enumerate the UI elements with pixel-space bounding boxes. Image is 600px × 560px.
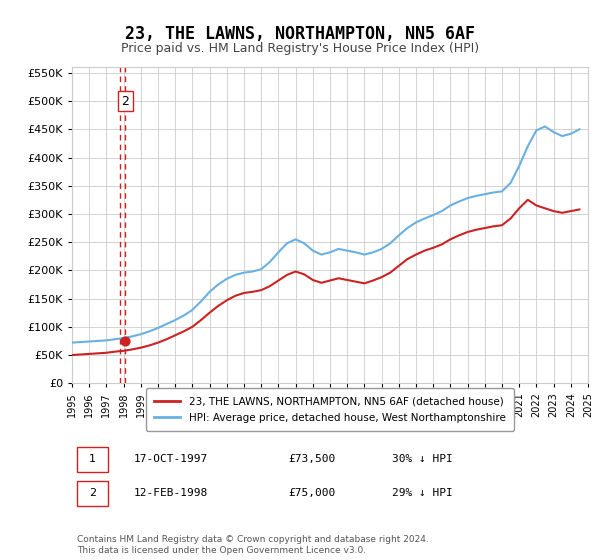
Text: 2: 2 — [89, 488, 96, 498]
Legend: 23, THE LAWNS, NORTHAMPTON, NN5 6AF (detached house), HPI: Average price, detach: 23, THE LAWNS, NORTHAMPTON, NN5 6AF (det… — [146, 388, 514, 431]
Text: 12-FEB-1998: 12-FEB-1998 — [134, 488, 208, 498]
Text: 1: 1 — [89, 454, 96, 464]
Text: 30% ↓ HPI: 30% ↓ HPI — [392, 454, 452, 464]
Text: Price paid vs. HM Land Registry's House Price Index (HPI): Price paid vs. HM Land Registry's House … — [121, 42, 479, 55]
Text: 23, THE LAWNS, NORTHAMPTON, NN5 6AF: 23, THE LAWNS, NORTHAMPTON, NN5 6AF — [125, 25, 475, 43]
FancyBboxPatch shape — [77, 481, 108, 506]
Text: £73,500: £73,500 — [289, 454, 336, 464]
Text: £75,000: £75,000 — [289, 488, 336, 498]
Point — [121, 337, 130, 346]
Text: Contains HM Land Registry data © Crown copyright and database right 2024.
This d: Contains HM Land Registry data © Crown c… — [77, 535, 429, 554]
Text: 17-OCT-1997: 17-OCT-1997 — [134, 454, 208, 464]
FancyBboxPatch shape — [77, 447, 108, 472]
Text: 2: 2 — [121, 95, 129, 108]
Text: 29% ↓ HPI: 29% ↓ HPI — [392, 488, 452, 498]
